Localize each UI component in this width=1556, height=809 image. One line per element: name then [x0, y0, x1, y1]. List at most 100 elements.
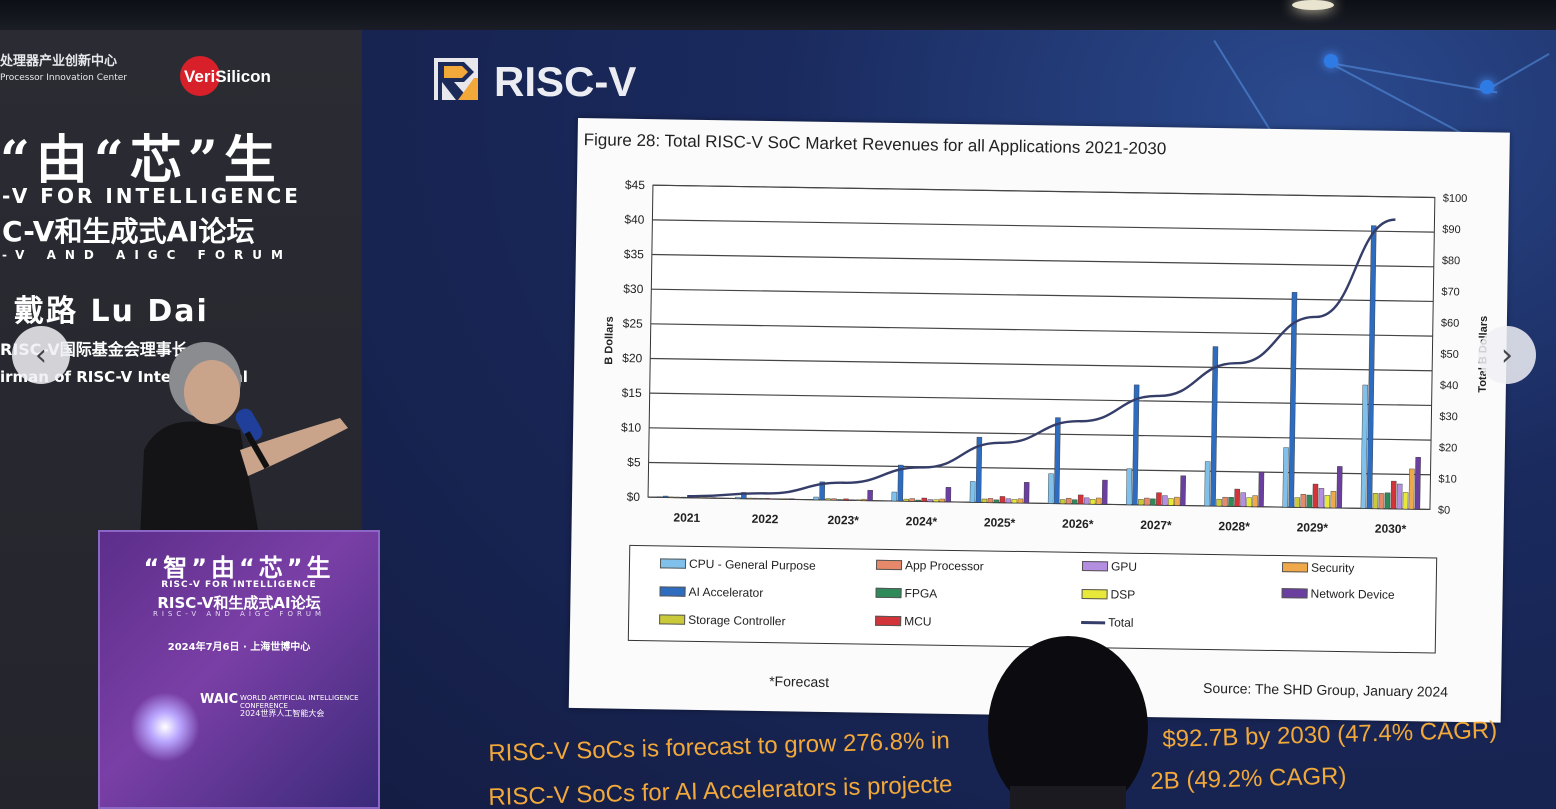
bar-network-device [1258, 471, 1265, 508]
bar-storage-controller [1372, 493, 1379, 509]
org-name-en: Processor Innovation Center [0, 73, 128, 83]
speaker-person [140, 342, 348, 540]
bar-app-processor [1378, 493, 1385, 509]
bar-ai-accelerator [897, 464, 904, 502]
legend-item: Storage Controller [659, 612, 786, 628]
bar-gpu [771, 498, 777, 500]
total-line [687, 218, 1396, 498]
legend-item: GPU [1081, 559, 1138, 574]
x-tick-label: 2023* [827, 513, 859, 527]
legend-label: Storage Controller [688, 612, 786, 629]
y2-tick-label: $20 [1439, 442, 1458, 454]
bar-security [1252, 495, 1258, 507]
x-tick-label: 2024* [906, 514, 938, 528]
bar-fpga [680, 496, 687, 498]
bar-app-processor [909, 498, 915, 502]
y2-tick-label: $80 [1442, 255, 1461, 267]
bar-gpu [1083, 497, 1090, 505]
legend-swatch [659, 558, 687, 569]
legend-item: Total [1081, 615, 1134, 630]
legend-swatch [659, 586, 686, 597]
bar-network-device [1336, 466, 1343, 509]
bar-storage-controller [1294, 497, 1301, 508]
verisilicon-logo: VeriSilicon [180, 56, 271, 96]
legend-item: DSP [1081, 587, 1135, 602]
bar-cpu-general-purpose [735, 496, 741, 499]
bar-cpu-general-purpose [1360, 384, 1369, 509]
y-tick-label: $20 [622, 351, 643, 365]
legend-label: App Processor [904, 558, 984, 574]
risc-v-logo: RISC-V [434, 58, 636, 104]
forum-name-cn: C-V和生成式AI论坛 [2, 215, 255, 248]
bar-storage-controller [747, 497, 753, 499]
prev-slide-button[interactable]: ‹ [12, 326, 70, 384]
bar-mcu [1077, 494, 1084, 505]
y2-tick-label: $50 [1440, 349, 1459, 361]
legend-swatch [875, 615, 902, 627]
bar-ai-accelerator [1210, 346, 1219, 507]
legend-swatch [1281, 588, 1308, 599]
market-revenue-chart: $0 $5 $10 $15 $20 $25 $30 $35 $40 $45 $0 $10 $20 $30 $… [603, 178, 1490, 536]
bar-app-processor [1144, 497, 1150, 506]
bar-ai-accelerator [975, 436, 983, 503]
legend-label: Security [1310, 560, 1355, 576]
plot-area [647, 184, 1436, 510]
bar-dsp [855, 499, 861, 501]
bar-security [861, 498, 867, 501]
y2-tick-label: $10 [1438, 473, 1457, 485]
bar-cpu-general-purpose [969, 481, 976, 503]
bar-ai-accelerator [1366, 225, 1377, 509]
bar-gpu [1396, 483, 1403, 510]
bar-dsp [933, 499, 939, 502]
bar-mcu [843, 498, 849, 501]
next-slide-button[interactable]: › [1478, 326, 1536, 384]
bar-security [1017, 498, 1024, 504]
bar-dsp [1089, 499, 1096, 505]
forecast-note: *Forecast [769, 673, 830, 691]
gridline [648, 461, 1431, 476]
bar-dsp [698, 497, 705, 499]
bar-app-processor [674, 496, 681, 498]
x-tick-label: 2029* [1297, 520, 1329, 534]
y-axis-label: B Dollars [603, 316, 616, 364]
legend-swatch [1081, 560, 1109, 572]
bar-dsp [1011, 499, 1018, 504]
bar-cpu-general-purpose [1204, 461, 1211, 507]
bar-storage-controller [825, 498, 831, 501]
y2-tick-label: $40 [1440, 380, 1459, 392]
bar-cpu-general-purpose [891, 491, 898, 502]
legend-label: Network Device [1310, 586, 1395, 602]
bar-fpga [993, 499, 1000, 503]
speaker-name: 戴路 Lu Dai [14, 294, 209, 329]
bar-security [1330, 491, 1337, 509]
bar-ai-accelerator [662, 495, 669, 498]
bar-mcu [1156, 492, 1162, 506]
legend-label: DSP [1110, 587, 1136, 602]
chart-panel: Figure 28: Total RISC-V SoC Market Reven… [568, 118, 1510, 723]
logo-text: RISC-V [494, 58, 636, 104]
legend-label: CPU - General Purpose [688, 556, 816, 573]
gridline [649, 427, 1432, 441]
podium-line-1: RISC-V FOR INTELLIGENCE [161, 580, 317, 590]
legend-item: App Processor [875, 558, 984, 574]
x-tick-label: 2022 [752, 512, 779, 526]
bar-ai-accelerator [1053, 417, 1061, 504]
bar-gpu [927, 499, 933, 502]
bar-security [704, 497, 711, 499]
legend-item: FPGA [875, 586, 937, 601]
bar-dsp [1168, 498, 1174, 506]
bar-cpu-general-purpose [1047, 473, 1054, 504]
gridline [650, 357, 1433, 372]
y2-tick-label: $30 [1439, 411, 1458, 423]
y2-tick-label: $0 [1438, 505, 1450, 517]
org-name-cn: 处理器产业创新中心 [0, 54, 118, 69]
legend-label: GPU [1110, 559, 1138, 574]
bar-ai-accelerator [1132, 384, 1140, 506]
forum-name-en: -V AND AIGC FORUM [2, 248, 292, 262]
y-tick-label: $25 [623, 316, 644, 330]
y-tick-label: $10 [621, 420, 642, 434]
bar-network-device [1180, 475, 1186, 506]
x-tick-label: 2026* [1062, 517, 1094, 531]
bar-dsp [1324, 495, 1331, 509]
